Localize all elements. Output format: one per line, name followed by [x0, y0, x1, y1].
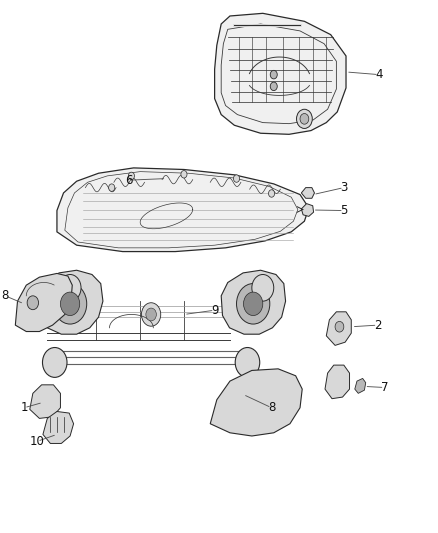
Circle shape: [53, 284, 87, 324]
Text: 1: 1: [20, 401, 28, 414]
Polygon shape: [325, 365, 350, 399]
Circle shape: [270, 70, 277, 79]
Circle shape: [252, 274, 274, 301]
Circle shape: [235, 348, 260, 377]
Circle shape: [60, 292, 80, 316]
Text: 7: 7: [381, 381, 389, 394]
Polygon shape: [221, 270, 286, 334]
Text: 8: 8: [2, 289, 9, 302]
Text: 2: 2: [374, 319, 381, 332]
Circle shape: [300, 114, 309, 124]
Circle shape: [237, 284, 270, 324]
Circle shape: [146, 308, 156, 321]
Polygon shape: [215, 13, 346, 134]
Polygon shape: [301, 188, 314, 198]
Polygon shape: [57, 168, 309, 252]
Text: 6: 6: [125, 174, 133, 187]
Circle shape: [59, 274, 81, 301]
Text: 3: 3: [340, 181, 347, 194]
Polygon shape: [30, 385, 60, 418]
Circle shape: [181, 171, 187, 178]
Text: 4: 4: [375, 68, 383, 81]
Circle shape: [141, 303, 161, 326]
Circle shape: [109, 184, 115, 191]
Circle shape: [42, 348, 67, 377]
Circle shape: [268, 190, 275, 197]
Text: 5: 5: [340, 204, 347, 217]
Circle shape: [270, 82, 277, 91]
Circle shape: [335, 321, 344, 332]
Polygon shape: [15, 273, 72, 332]
Polygon shape: [301, 204, 314, 216]
Text: 10: 10: [30, 435, 45, 448]
Polygon shape: [37, 270, 103, 334]
Circle shape: [27, 296, 39, 310]
Text: 8: 8: [268, 401, 275, 414]
Polygon shape: [355, 378, 366, 393]
Circle shape: [233, 175, 240, 182]
Polygon shape: [326, 312, 351, 345]
Circle shape: [128, 172, 134, 180]
Polygon shape: [43, 411, 74, 443]
Circle shape: [244, 292, 263, 316]
Polygon shape: [210, 369, 302, 436]
Circle shape: [297, 109, 312, 128]
Text: 9: 9: [211, 304, 219, 317]
